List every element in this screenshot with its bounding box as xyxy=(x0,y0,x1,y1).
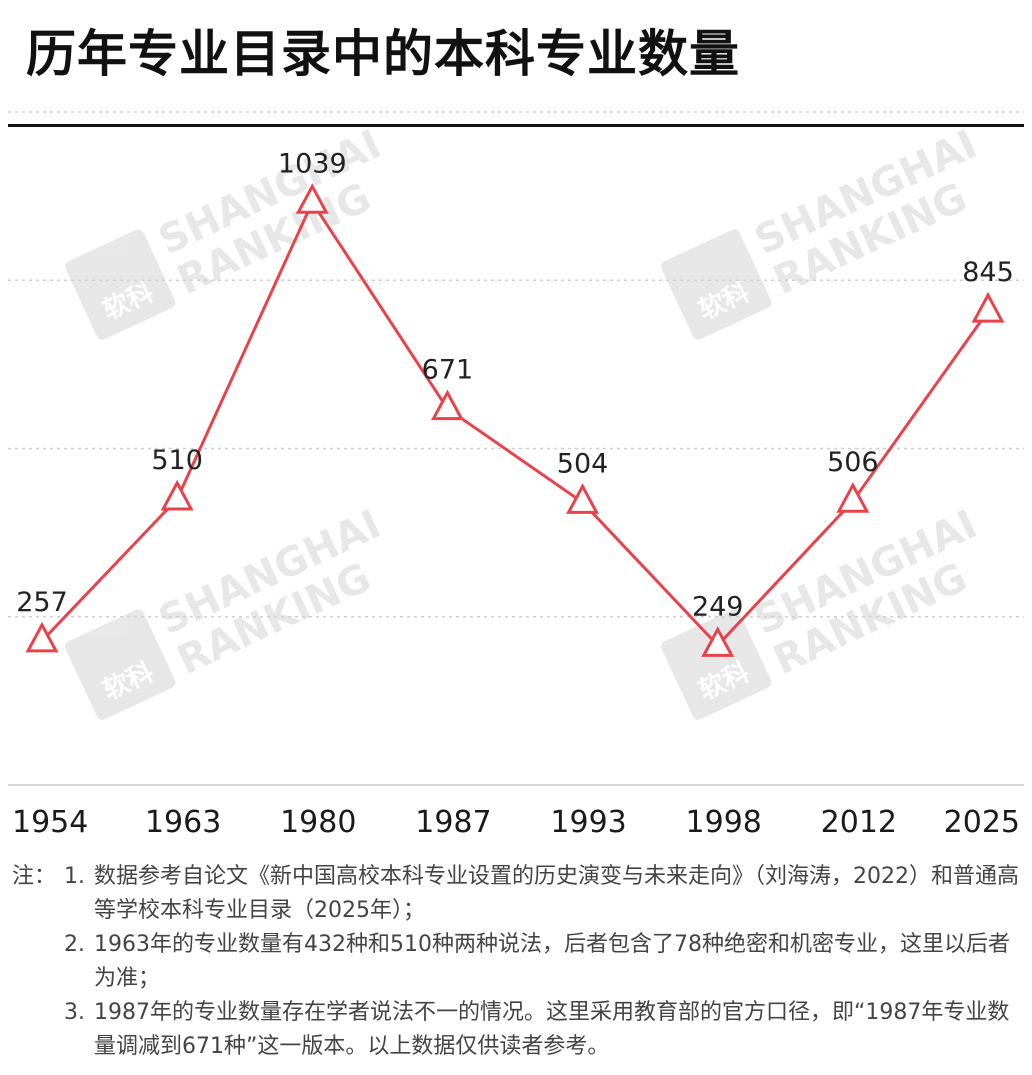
footnote-3: 3. 1987年的专业数量存在学者说法不一的情况。这里采用教育部的官方口径，即“… xyxy=(12,996,1022,1064)
data-label: 671 xyxy=(422,355,474,386)
footnote-text: 1987年的专业数量存在学者说法不一的情况。这里采用教育部的官方口径，即“198… xyxy=(94,1000,1010,1059)
data-point-marker xyxy=(836,482,870,513)
data-point-marker xyxy=(295,183,329,214)
footnote-number: 2. xyxy=(64,932,85,957)
data-label: 510 xyxy=(151,445,203,476)
x-tick-label: 1993 xyxy=(550,805,626,840)
data-point-marker xyxy=(25,621,59,653)
series-line xyxy=(40,199,990,648)
data-label: 257 xyxy=(16,587,68,618)
data-point-marker xyxy=(701,626,735,657)
x-tick-label: 1954 xyxy=(12,805,88,840)
point-markers xyxy=(25,183,1005,657)
x-tick-label: 1998 xyxy=(686,805,762,840)
x-tick-label: 1987 xyxy=(415,805,491,840)
x-tick-label: 1963 xyxy=(145,805,221,840)
x-tick-labels: 1954 1963 1980 1987 1993 1998 2012 2025 xyxy=(12,805,1020,840)
watermark-logo-icon xyxy=(661,609,772,720)
x-tick-label: 2012 xyxy=(821,805,897,840)
watermark-logo-icon xyxy=(65,229,176,340)
data-point-marker xyxy=(971,291,1005,323)
footnote-number: 1. xyxy=(64,864,85,889)
x-tick-label: 2025 xyxy=(944,805,1020,840)
footnote-prefix: 注： xyxy=(12,864,57,889)
data-point-marker xyxy=(430,389,464,421)
data-label: 249 xyxy=(692,591,744,622)
data-label: 506 xyxy=(827,447,879,478)
footnotes: 注： 1. 数据参考自论文《新中国高校本科专业设置的历史演变与未来走向》（刘海涛… xyxy=(12,860,1022,1064)
watermark-logo-icon xyxy=(661,229,772,340)
data-point-marker xyxy=(160,479,194,511)
data-label: 1039 xyxy=(278,148,347,179)
data-label: 504 xyxy=(557,448,609,479)
x-tick-label: 1980 xyxy=(280,805,356,840)
footnote-1: 注： 1. 数据参考自论文《新中国高校本科专业设置的历史演变与未来走向》（刘海涛… xyxy=(12,860,1022,928)
footnote-2: 2. 1963年的专业数量有432种和510种两种说法，后者包含了78种绝密和机… xyxy=(12,928,1022,996)
watermark-logo-icon xyxy=(65,609,176,720)
data-point-marker xyxy=(566,483,600,514)
gridlines xyxy=(8,111,1024,618)
data-labels: 257 510 1039 671 504 249 506 845 xyxy=(16,148,1014,622)
title-divider xyxy=(8,124,1024,127)
footnote-text: 数据参考自论文《新中国高校本科专业设置的历史演变与未来走向》（刘海涛，2022）… xyxy=(94,864,1019,923)
chart-title: 历年专业目录中的本科专业数量 xyxy=(26,25,740,83)
footnote-text: 1963年的专业数量有432种和510种两种说法，后者包含了78种绝密和机密专业… xyxy=(94,932,1010,991)
data-label: 845 xyxy=(962,257,1014,288)
footnote-number: 3. xyxy=(64,1000,85,1025)
